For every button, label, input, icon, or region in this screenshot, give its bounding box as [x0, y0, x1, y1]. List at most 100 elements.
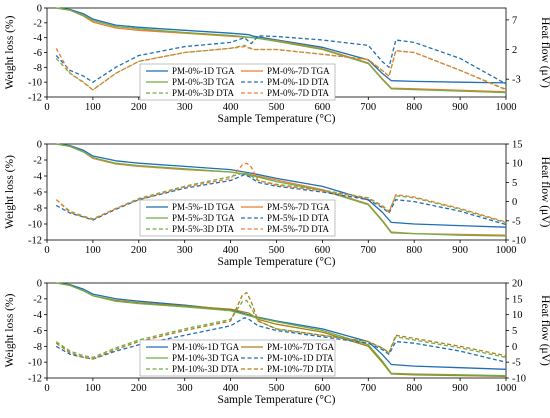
x-tick-label: 200 [131, 245, 147, 256]
legend-label: PM-10%-7D TGA [267, 342, 335, 352]
y2-tick-label: 5 [512, 326, 517, 337]
legend-label: PM-0%-7D DTA [267, 88, 330, 98]
y-axis-title: Weight loss (%) [4, 15, 16, 89]
y-tick-label: -10 [28, 78, 42, 89]
x-axis-title: Sample Temperature (°C) [218, 394, 336, 406]
y-tick-label: -8 [33, 342, 42, 353]
x-tick-label: 300 [177, 102, 193, 113]
x-tick-label: 200 [131, 383, 147, 394]
series-line-pm-0-3d-tga [56, 7, 507, 94]
legend-label: PM-5%-3D TGA [172, 213, 235, 223]
y2-tick-label: 20 [512, 279, 523, 290]
y-tick-label: -4 [33, 310, 42, 321]
y2-tick-label: -5 [512, 358, 521, 369]
x-tick-label: 100 [85, 102, 101, 113]
chart-panel-2: 0 100 200 300 400 500 600 700 800 900 10000-2-4-6-… [4, 140, 550, 269]
y2-axis-title: Heat flow (μV) [539, 157, 550, 228]
x-tick-label: 500 [269, 383, 285, 394]
y-tick-label: 0 [37, 140, 42, 151]
x-tick-label: 900 [452, 383, 468, 394]
legend-label: PM-0%-3D TGA [172, 77, 235, 87]
y2-axis-title: Heat flow (μV) [539, 17, 550, 88]
x-tick-label: 600 [315, 102, 331, 113]
series-line-pm-5-1d-dta [55, 174, 507, 226]
series-line-pm-0-1d-dta [55, 35, 507, 85]
legend-label: PM-0%-1D DTA [267, 77, 330, 87]
x-tick-label: 600 [315, 383, 331, 394]
y2-tick-label: 0 [512, 342, 517, 353]
legend-label: PM-5%-1D TGA [172, 202, 235, 212]
y-tick-label: -2 [33, 294, 42, 305]
x-tick-label: 800 [406, 245, 422, 256]
y-tick-label: -10 [28, 358, 42, 369]
x-tick-label: 100 [85, 245, 101, 256]
x-tick-label: 600 [315, 245, 331, 256]
y-tick-label: -8 [33, 63, 42, 74]
x-tick-label: 300 [177, 245, 193, 256]
legend-label: PM-5%-7D DTA [267, 224, 330, 234]
x-tick-label: 1000 [496, 102, 517, 113]
y-tick-label: -6 [33, 188, 42, 199]
x-tick-label: 0 [44, 102, 49, 113]
legend-box [139, 63, 336, 101]
legend-label: PM-0%-7D TGA [267, 66, 330, 76]
series-line-pm-10-7d-dta [55, 291, 507, 360]
y2-tick-label: 15 [512, 140, 523, 151]
legend-label: PM-10%-1D TGA [172, 342, 240, 352]
y2-tick-label: 15 [512, 294, 523, 305]
y2-tick-label: -3 [512, 75, 521, 86]
y-tick-label: -2 [33, 156, 42, 167]
x-tick-label: 500 [269, 245, 285, 256]
y-axis-title: Weight loss (%) [4, 155, 16, 229]
y-tick-label: -4 [33, 33, 42, 44]
y-tick-label: -10 [28, 220, 42, 231]
x-tick-label: 100 [85, 383, 101, 394]
series-line-pm-10-1d-dta [55, 317, 507, 363]
y-tick-label: -8 [33, 204, 42, 215]
y2-tick-label: 10 [512, 159, 523, 170]
series-line-pm-5-7d-dta [55, 162, 507, 223]
y-tick-label: -6 [33, 326, 42, 337]
x-tick-label: 300 [177, 383, 193, 394]
x-tick-label: 1000 [496, 383, 517, 394]
y2-tick-label: 0 [512, 197, 517, 208]
x-tick-label: 900 [452, 245, 468, 256]
y2-tick-label: 5 [512, 178, 517, 189]
x-tick-label: 500 [269, 102, 285, 113]
legend-label: PM-10%-7D DTA [267, 364, 334, 374]
x-tick-label: 700 [360, 245, 376, 256]
legend-label: PM-5%-7D TGA [267, 202, 330, 212]
x-tick-label: 200 [131, 102, 147, 113]
x-tick-label: 1000 [496, 245, 517, 256]
y2-tick-label: -10 [512, 374, 526, 385]
x-axis-title: Sample Temperature (°C) [218, 256, 336, 268]
y-tick-label: -2 [33, 18, 42, 29]
x-tick-label: 400 [223, 245, 239, 256]
chart-panel-3: 0 100 200 300 400 500 600 700 800 900 10000-2-4-6-… [4, 279, 550, 407]
series-line-pm-0-3d-dta [55, 44, 507, 91]
legend-label: PM-5%-1D DTA [267, 213, 330, 223]
y-tick-label: -6 [33, 48, 42, 59]
legend-label: PM-5%-3D DTA [172, 224, 235, 234]
x-tick-label: 400 [223, 102, 239, 113]
x-tick-label: 0 [44, 383, 49, 394]
x-tick-label: 800 [406, 102, 422, 113]
x-tick-label: 900 [452, 102, 468, 113]
legend-label: PM-0%-1D TGA [172, 66, 235, 76]
y-tick-label: 0 [37, 4, 42, 15]
series-line-pm-10-3d-dta [55, 299, 507, 359]
series-line-pm-5-1d-tga [56, 143, 507, 228]
y2-axis-title: Heat flow (μV) [539, 295, 550, 366]
y-tick-label: 0 [37, 279, 42, 290]
chart-panel-1: 0 100 200 300 400 500 600 700 800 900 1000 0 -2 -4 -6 -… [4, 4, 550, 126]
y-tick-label: -4 [33, 172, 42, 183]
series-line-pm-10-3d-tga [56, 282, 507, 377]
y2-tick-label: 2 [512, 45, 517, 56]
x-tick-label: 400 [223, 383, 239, 394]
series-line-pm-0-1d-tga [56, 7, 507, 84]
x-axis-title: Sample Temperature (°C) [218, 113, 336, 125]
series-line-pm-5-3d-tga [56, 143, 507, 237]
x-tick-label: 700 [360, 102, 376, 113]
legend-label: PM-10%-1D DTA [267, 353, 334, 363]
x-tick-label: 0 [44, 245, 49, 256]
